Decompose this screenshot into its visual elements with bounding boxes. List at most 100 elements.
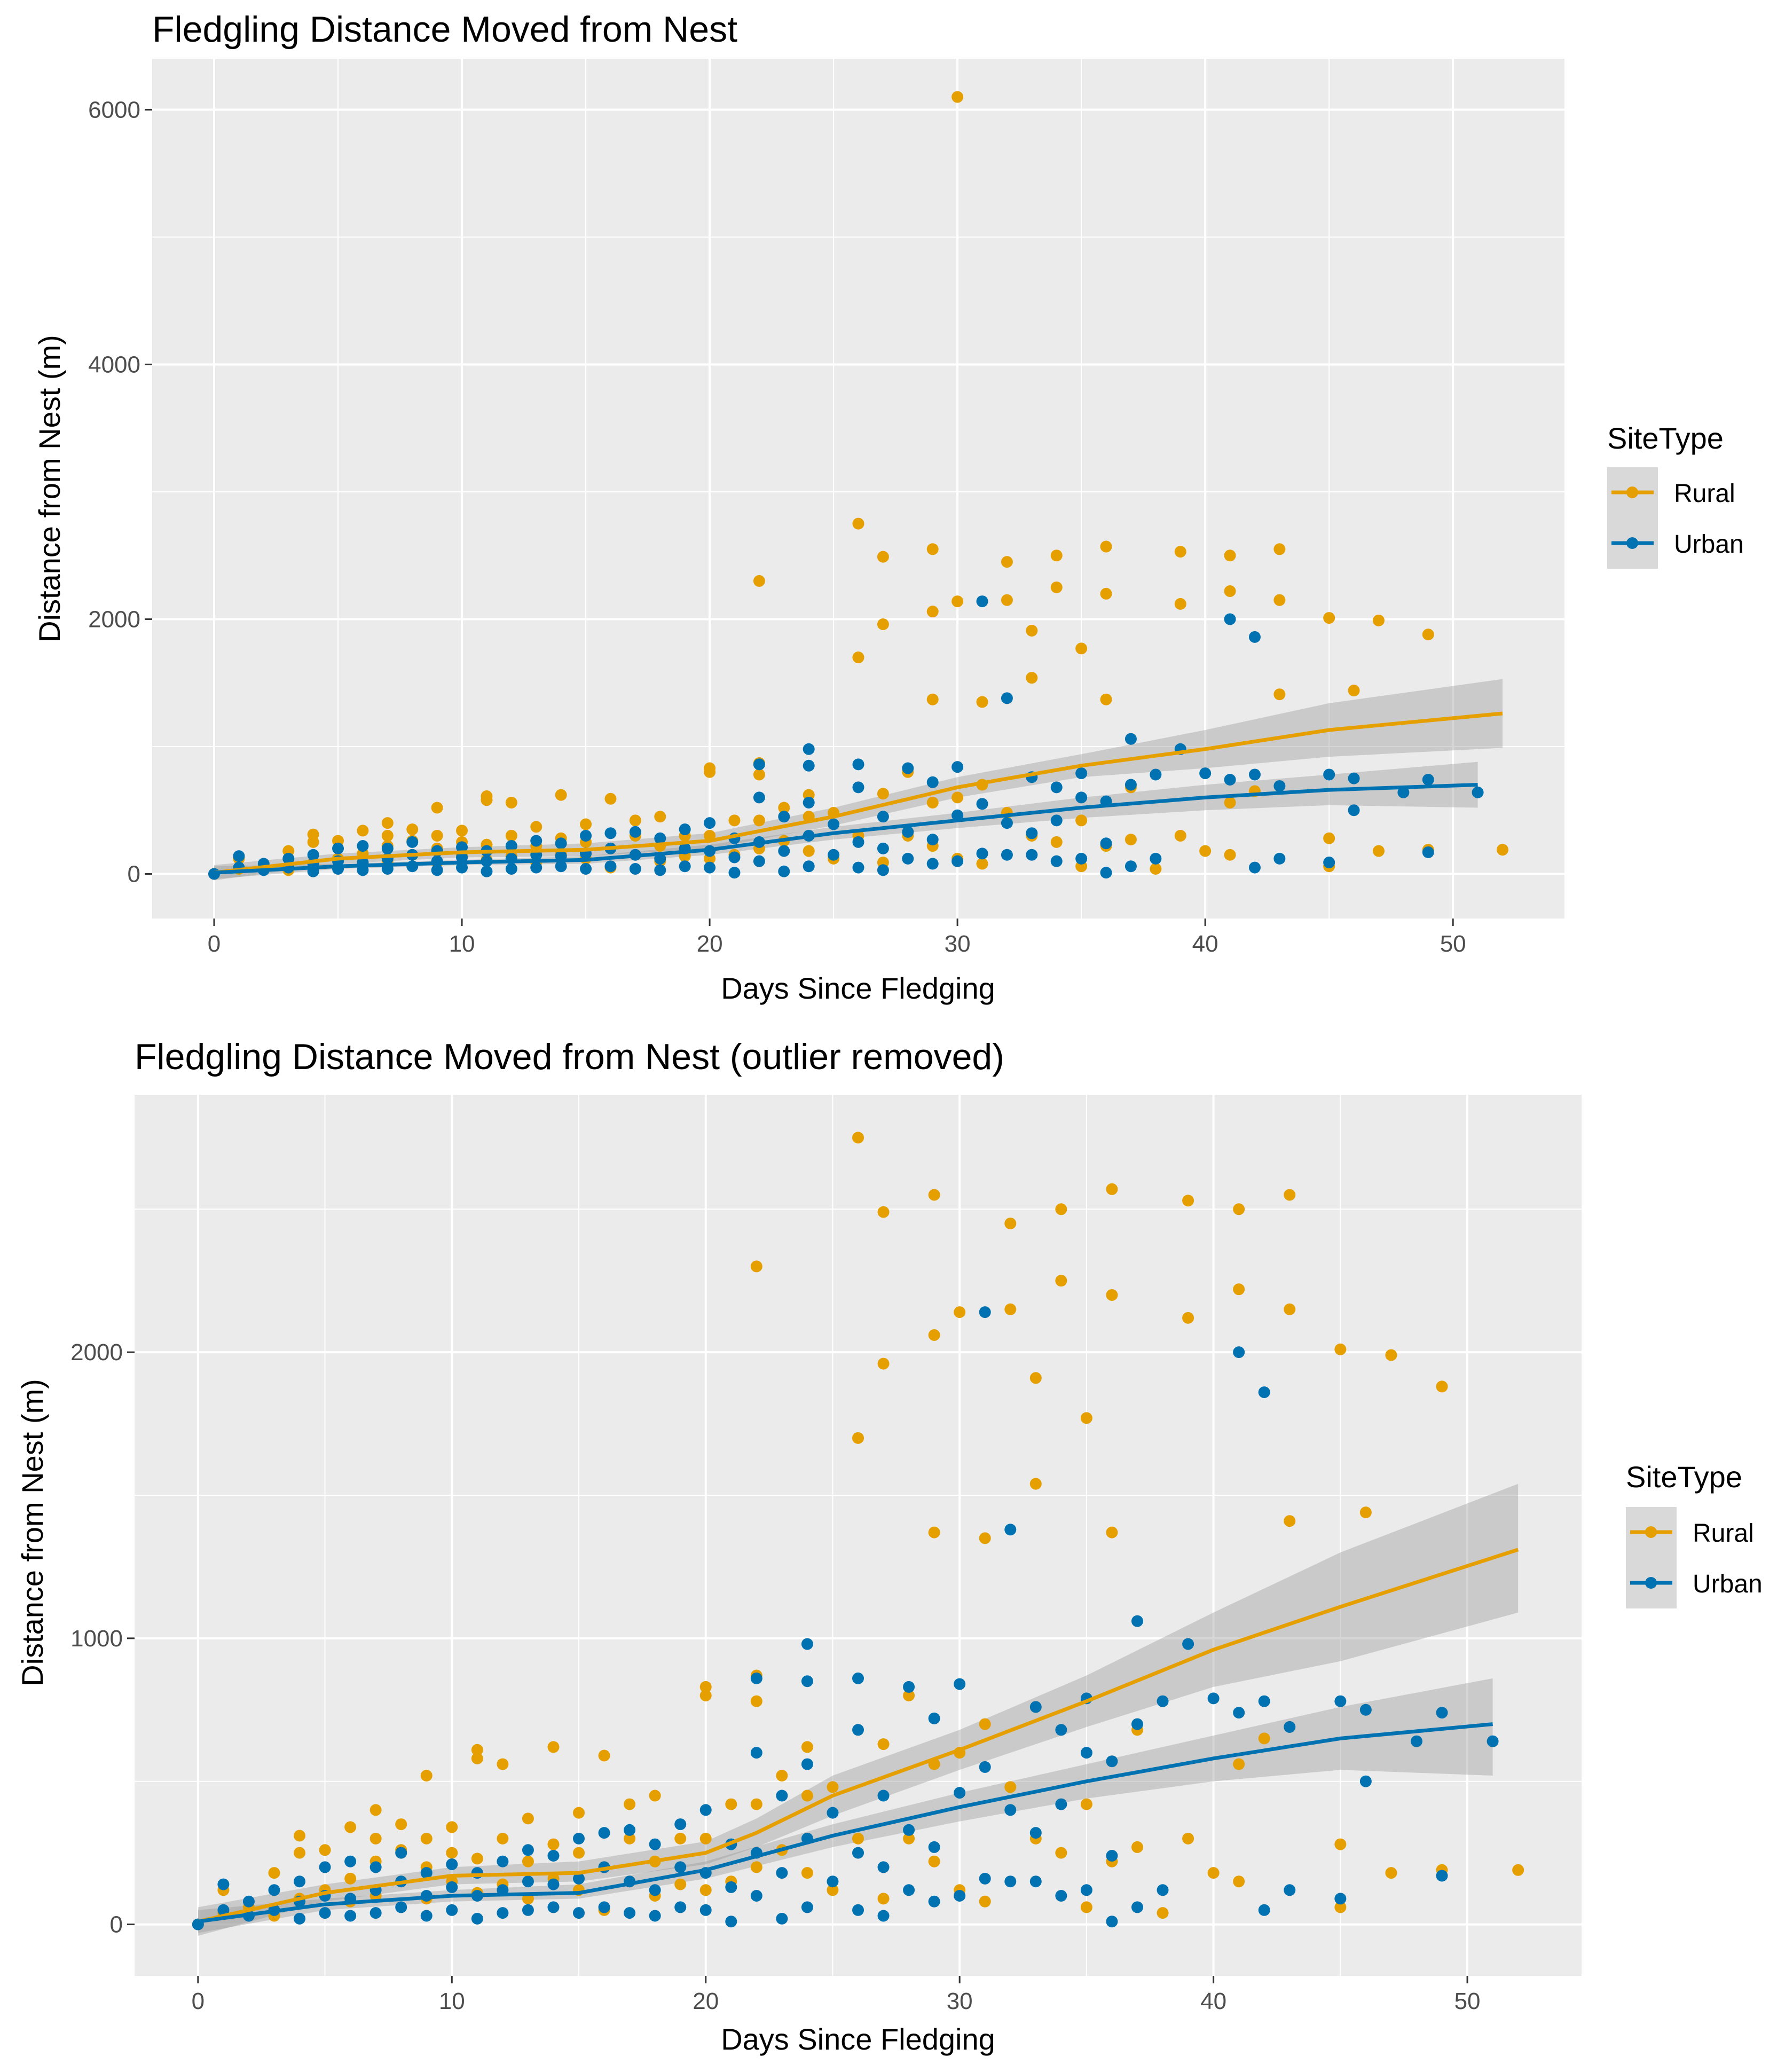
- point-urban: [522, 1844, 534, 1856]
- point-urban: [753, 855, 765, 867]
- point-urban: [674, 1861, 687, 1873]
- point-urban: [1248, 631, 1261, 643]
- point-urban: [728, 851, 741, 864]
- point-rural: [1080, 1901, 1092, 1913]
- x-axis-ticks: 0 10 20 30 40 50: [208, 919, 1466, 957]
- point-urban: [1422, 774, 1434, 786]
- point-urban: [903, 1884, 915, 1896]
- x-axis-title: Days Since Fledging: [721, 2022, 995, 2056]
- point-urban: [776, 1867, 788, 1879]
- point-rural: [926, 543, 939, 555]
- point-urban: [1224, 774, 1236, 786]
- point-urban: [1248, 768, 1261, 781]
- point-rural: [827, 1781, 839, 1793]
- point-urban: [928, 1895, 940, 1908]
- point-urban: [954, 1787, 966, 1799]
- point-rural: [1075, 814, 1088, 827]
- point-urban: [217, 1904, 230, 1916]
- point-urban: [555, 837, 567, 850]
- point-rural: [803, 845, 815, 857]
- point-urban: [877, 811, 889, 823]
- point-urban: [481, 865, 493, 877]
- point-urban: [1106, 1755, 1118, 1768]
- point-rural: [319, 1844, 331, 1856]
- point-urban: [728, 867, 741, 879]
- point-rural: [1207, 1867, 1220, 1879]
- point-urban: [456, 851, 468, 864]
- point-rural: [952, 91, 964, 103]
- point-rural: [1273, 543, 1286, 555]
- point-rural: [976, 858, 988, 870]
- point-rural: [778, 802, 790, 814]
- point-rural: [369, 1804, 382, 1816]
- point-rural: [1284, 1303, 1296, 1315]
- point-urban: [649, 1838, 661, 1850]
- point-rural: [547, 1741, 560, 1753]
- point-rural: [699, 1884, 712, 1896]
- point-urban: [1422, 846, 1434, 858]
- ribbon-urban: [214, 762, 1478, 880]
- point-rural: [1174, 598, 1186, 610]
- point-rural: [1080, 1798, 1092, 1810]
- point-rural: [1233, 1875, 1245, 1888]
- x-tick-label: 10: [449, 931, 475, 957]
- point-urban: [954, 1678, 966, 1690]
- point-urban: [1323, 857, 1335, 869]
- point-rural: [952, 595, 964, 608]
- point-rural: [877, 1357, 890, 1370]
- x-axis-ticks: 0 10 20 30 40 50: [192, 1976, 1481, 2014]
- point-urban: [750, 1890, 762, 1902]
- x-tick-label: 30: [947, 1988, 973, 2014]
- point-urban: [573, 1907, 585, 1919]
- point-rural: [420, 1832, 433, 1845]
- point-urban: [1150, 768, 1162, 781]
- point-rural: [753, 575, 765, 587]
- point-urban: [268, 1884, 280, 1896]
- point-rural: [699, 1832, 712, 1845]
- point-rural: [979, 1895, 991, 1908]
- point-urban: [674, 1901, 687, 1913]
- legend-key-urban-point: [1645, 1577, 1657, 1589]
- x-tick-label: 0: [192, 1988, 205, 2014]
- point-urban: [547, 1901, 560, 1913]
- fit-lines: [214, 711, 1503, 875]
- point-urban: [852, 781, 864, 794]
- point-urban: [1472, 786, 1484, 798]
- point-rural: [547, 1838, 560, 1850]
- y-tick-label: 1000: [70, 1626, 123, 1652]
- point-urban: [233, 850, 245, 862]
- point-urban: [1334, 1695, 1347, 1707]
- point-rural: [604, 792, 617, 805]
- point-rural: [926, 606, 939, 618]
- point-rural: [1026, 672, 1038, 684]
- point-urban: [877, 1861, 890, 1873]
- point-rural: [1106, 1183, 1118, 1195]
- point-rural: [381, 817, 394, 829]
- point-urban: [307, 849, 319, 861]
- point-rural: [1125, 834, 1137, 846]
- point-urban: [1125, 860, 1137, 873]
- point-rural: [1224, 796, 1236, 809]
- point-urban: [877, 1790, 890, 1802]
- point-urban: [827, 1807, 839, 1819]
- point-rural: [1001, 594, 1013, 606]
- y-axis-ticks: 0 2000 4000 6000: [88, 97, 152, 888]
- x-tick-label: 50: [1440, 931, 1466, 957]
- point-urban: [976, 798, 988, 810]
- point-rural: [1496, 844, 1508, 856]
- point-rural: [776, 1770, 788, 1781]
- point-rural: [1323, 832, 1335, 844]
- point-urban: [369, 1861, 382, 1873]
- ribbon-urban: [198, 1678, 1493, 1933]
- point-rural: [357, 825, 369, 837]
- point-urban: [344, 1855, 357, 1867]
- point-urban: [431, 855, 443, 867]
- point-rural: [852, 1132, 864, 1144]
- point-urban: [1029, 1827, 1042, 1839]
- point-rural: [1284, 1189, 1296, 1201]
- point-urban: [852, 1724, 864, 1736]
- point-urban: [952, 761, 964, 773]
- point-rural: [497, 1758, 509, 1770]
- point-rural: [1334, 1343, 1347, 1355]
- point-rural: [1001, 556, 1013, 568]
